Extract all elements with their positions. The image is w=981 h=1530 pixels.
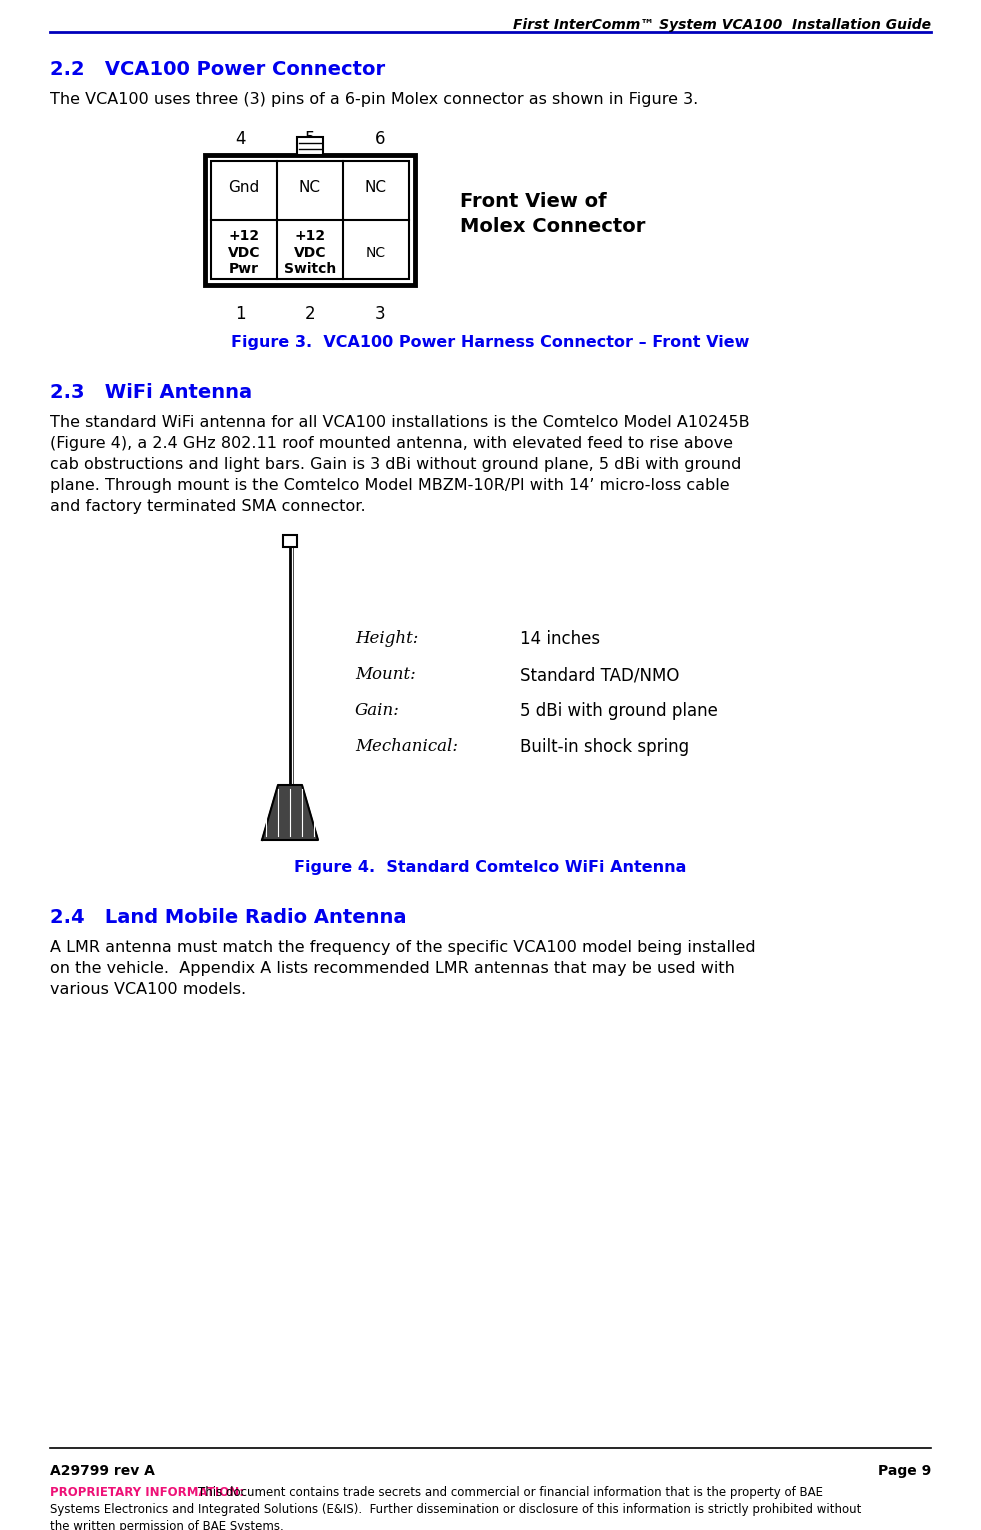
Text: 6: 6 <box>375 130 386 148</box>
Text: Figure 3.  VCA100 Power Harness Connector – Front View: Figure 3. VCA100 Power Harness Connector… <box>232 335 749 350</box>
Text: 2.3   WiFi Antenna: 2.3 WiFi Antenna <box>50 382 252 402</box>
Text: First InterComm™ System VCA100  Installation Guide: First InterComm™ System VCA100 Installat… <box>513 18 931 32</box>
Text: Figure 4.  Standard Comtelco WiFi Antenna: Figure 4. Standard Comtelco WiFi Antenna <box>294 860 687 875</box>
Text: Gain:: Gain: <box>355 702 400 719</box>
Text: Standard TAD/NMO: Standard TAD/NMO <box>520 666 680 684</box>
Text: Mechanical:: Mechanical: <box>355 737 458 754</box>
Text: +12
VDC
Pwr: +12 VDC Pwr <box>228 230 260 275</box>
Text: NC: NC <box>365 181 387 194</box>
Text: the written permission of BAE Systems.: the written permission of BAE Systems. <box>50 1519 284 1530</box>
Bar <box>297 138 323 155</box>
Text: 5: 5 <box>305 130 315 148</box>
Text: Front View of
Molex Connector: Front View of Molex Connector <box>460 191 645 236</box>
Text: Page 9: Page 9 <box>878 1464 931 1478</box>
Text: 2.2   VCA100 Power Connector: 2.2 VCA100 Power Connector <box>50 60 386 80</box>
Text: 14 inches: 14 inches <box>520 630 600 649</box>
Bar <box>211 161 409 278</box>
Text: A LMR antenna must match the frequency of the specific VCA100 model being instal: A LMR antenna must match the frequency o… <box>50 939 755 998</box>
Text: PROPRIETARY INFORMATION:: PROPRIETARY INFORMATION: <box>50 1486 244 1499</box>
Text: 2: 2 <box>305 304 315 323</box>
Bar <box>205 155 415 285</box>
Text: 5 dBi with ground plane: 5 dBi with ground plane <box>520 702 718 721</box>
Text: 3: 3 <box>375 304 386 323</box>
Polygon shape <box>262 785 318 840</box>
Text: Mount:: Mount: <box>355 666 416 682</box>
Text: 2.4   Land Mobile Radio Antenna: 2.4 Land Mobile Radio Antenna <box>50 907 406 927</box>
Text: Height:: Height: <box>355 630 418 647</box>
Text: A29799 rev A: A29799 rev A <box>50 1464 155 1478</box>
Text: NC: NC <box>299 181 321 194</box>
Text: This document contains trade secrets and commercial or financial information tha: This document contains trade secrets and… <box>198 1486 823 1499</box>
Text: The VCA100 uses three (3) pins of a 6-pin Molex connector as shown in Figure 3.: The VCA100 uses three (3) pins of a 6-pi… <box>50 92 698 107</box>
Text: Systems Electronics and Integrated Solutions (E&IS).  Further dissemination or d: Systems Electronics and Integrated Solut… <box>50 1502 861 1516</box>
Text: Gnd: Gnd <box>229 181 260 194</box>
Text: 4: 4 <box>234 130 245 148</box>
Text: NC: NC <box>366 245 387 260</box>
Bar <box>283 536 297 548</box>
Text: +12
VDC
Switch: +12 VDC Switch <box>284 230 336 275</box>
Text: 1: 1 <box>234 304 245 323</box>
Text: The standard WiFi antenna for all VCA100 installations is the Comtelco Model A10: The standard WiFi antenna for all VCA100… <box>50 415 749 514</box>
Text: Built-in shock spring: Built-in shock spring <box>520 737 689 756</box>
